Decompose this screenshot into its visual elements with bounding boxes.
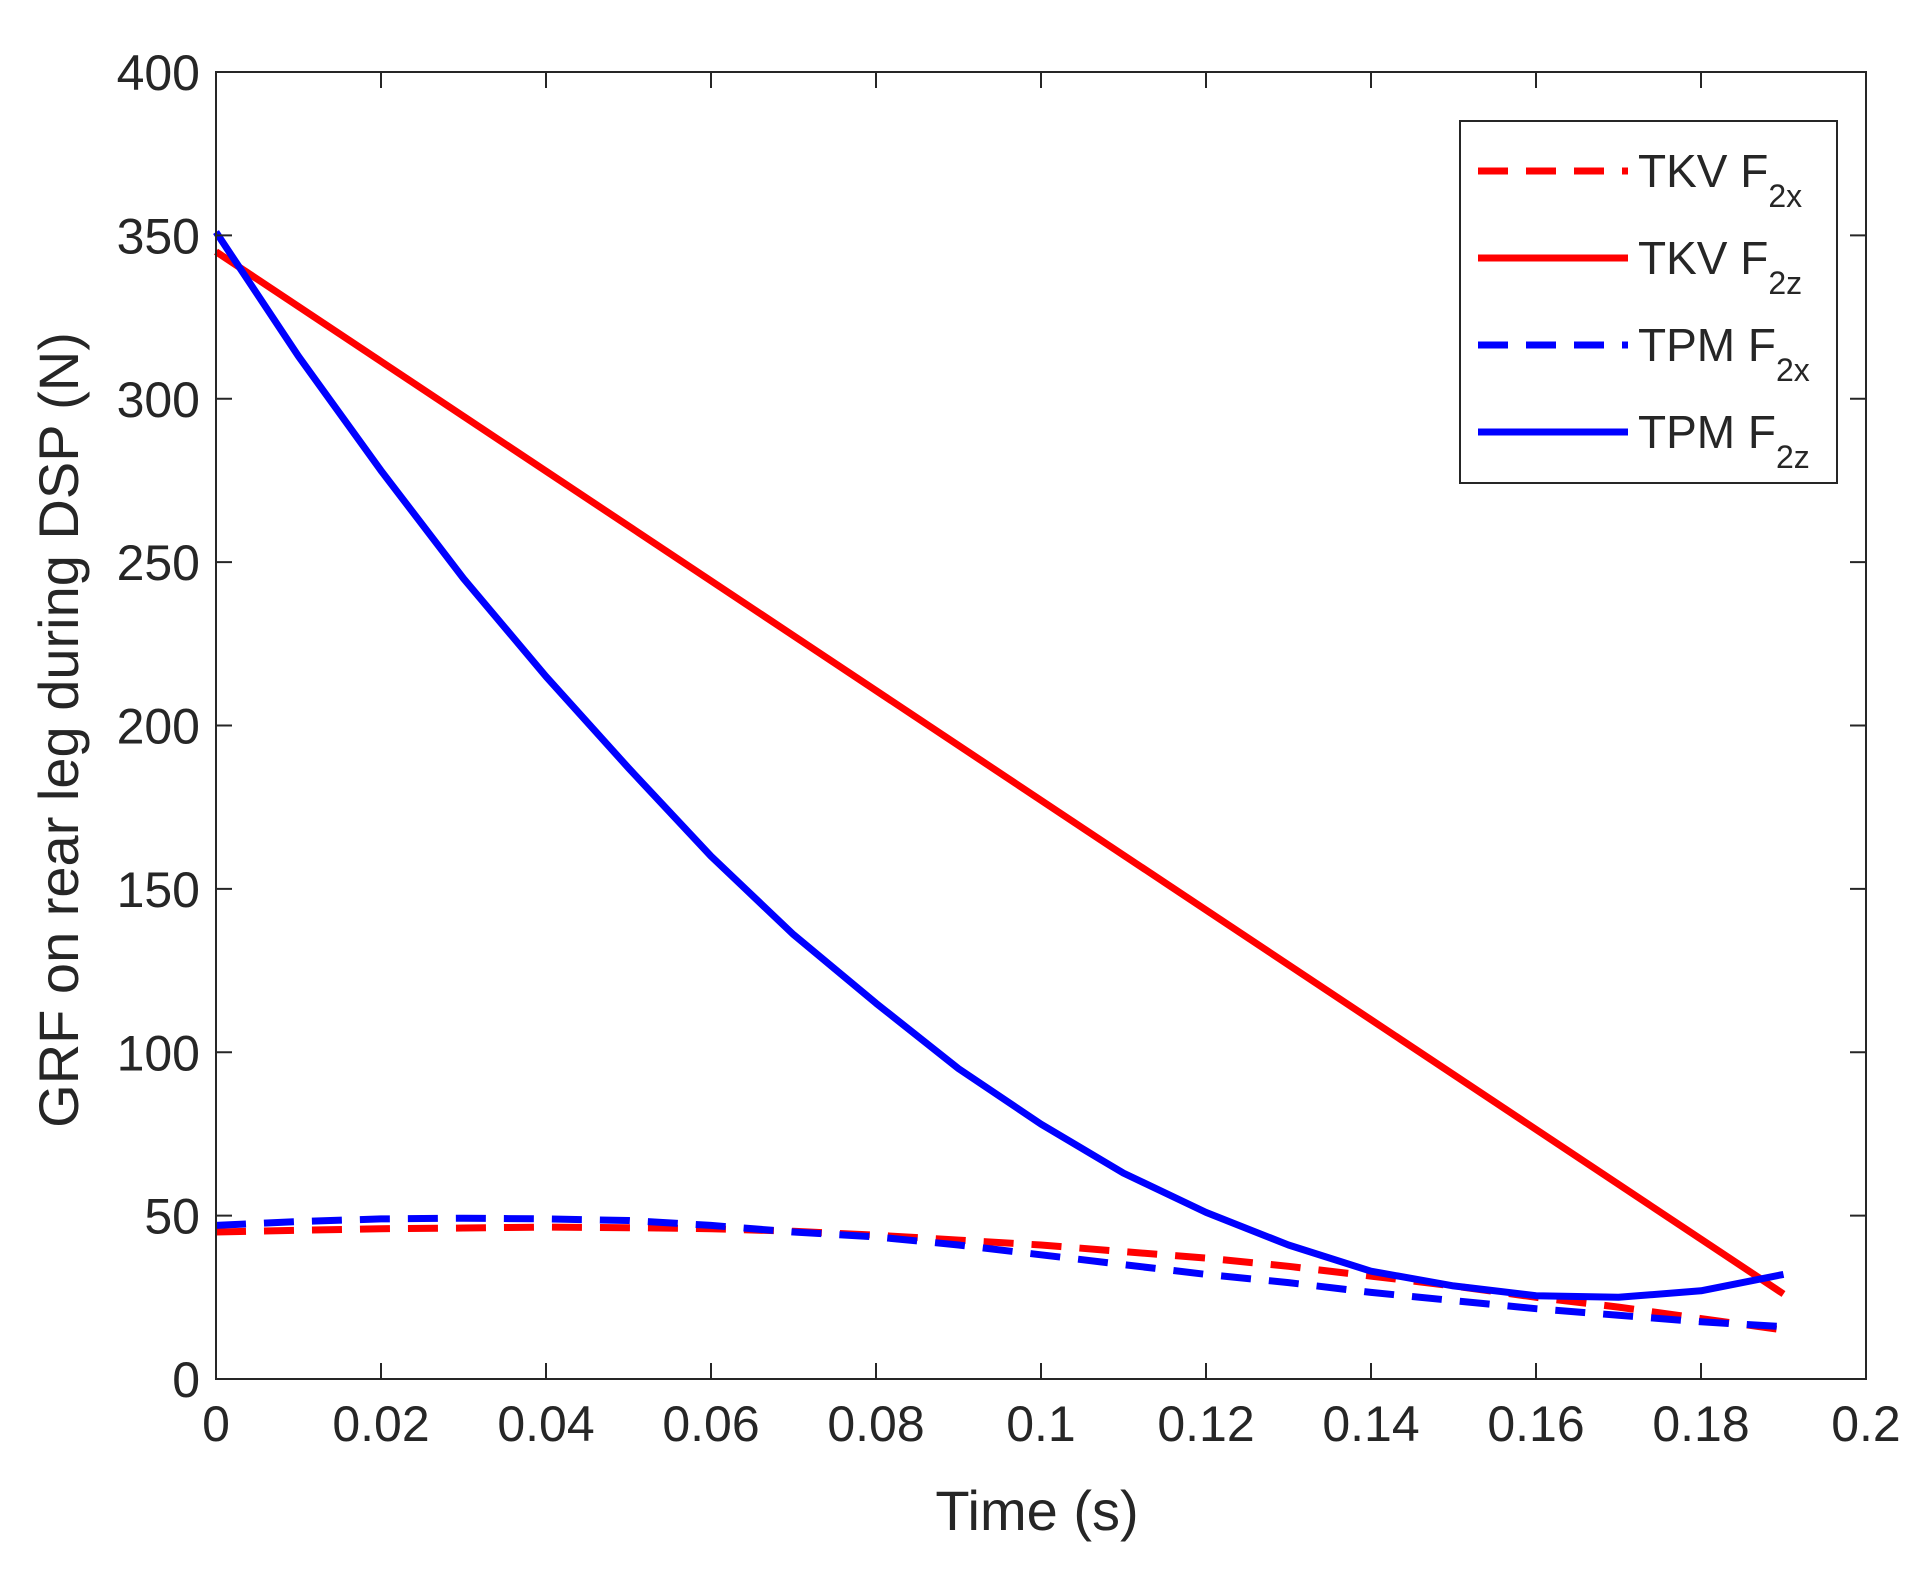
y-tick-label: 300 <box>117 372 200 428</box>
y-tick-label: 200 <box>117 699 200 755</box>
x-tick-label: 0.16 <box>1487 1396 1584 1452</box>
legend-label-main: TPM F <box>1638 319 1776 371</box>
y-tick-label: 0 <box>172 1352 200 1408</box>
legend-label-1: TKV F2z <box>1638 232 1802 301</box>
x-tick-label: 0.14 <box>1322 1396 1419 1452</box>
x-tick-label: 0.12 <box>1157 1396 1254 1452</box>
series-layer <box>213 230 1786 1334</box>
x-tick-label: 0.18 <box>1652 1396 1749 1452</box>
x-tick-label: 0.2 <box>1831 1396 1901 1452</box>
tick-layer: 0 0.02 0.04 0.06 0.08 0.1 0.12 0.14 0.16 0.18 0.2 0… <box>117 45 1901 1452</box>
series-line-1 <box>214 248 1786 1297</box>
x-tick-label: 0.1 <box>1006 1396 1076 1452</box>
y-tick-label: 100 <box>117 1025 200 1081</box>
x-tick-label: 0.08 <box>827 1396 924 1452</box>
x-tick-label: 0.06 <box>662 1396 759 1452</box>
y-tick-label: 400 <box>117 45 200 101</box>
legend-label-main: TPM F <box>1638 406 1776 458</box>
y-axis-label: GRF on rear leg during DSP (N) <box>27 332 90 1128</box>
x-axis-label: Time (s) <box>935 1479 1138 1542</box>
plot-frame <box>215 71 1867 1380</box>
legend-label-sub: 2x <box>1768 178 1802 214</box>
y-tick-label: 50 <box>144 1189 200 1245</box>
legend-label-sub: 2z <box>1776 439 1810 475</box>
y-tick-label: 350 <box>117 208 200 264</box>
series-line-2 <box>215 1214 1784 1331</box>
x-tick-label: 0 <box>202 1396 230 1452</box>
legend-label-3: TPM F2z <box>1638 406 1810 475</box>
legend-label-main: TKV F <box>1638 232 1768 284</box>
legend-label-main: TKV F <box>1638 145 1768 197</box>
legend-label-sub: 2x <box>1776 352 1810 388</box>
legend-box <box>1459 120 1838 484</box>
legend-label-sub: 2z <box>1768 265 1802 301</box>
series-line-3 <box>213 230 1785 1301</box>
legend-label-0: TKV F2x <box>1638 145 1802 214</box>
x-tick-label: 0.02 <box>332 1396 429 1452</box>
y-tick-label: 150 <box>117 862 200 918</box>
legend-label-2: TPM F2x <box>1638 319 1810 388</box>
y-tick-label: 250 <box>117 535 200 591</box>
x-tick-label: 0.04 <box>497 1396 594 1452</box>
